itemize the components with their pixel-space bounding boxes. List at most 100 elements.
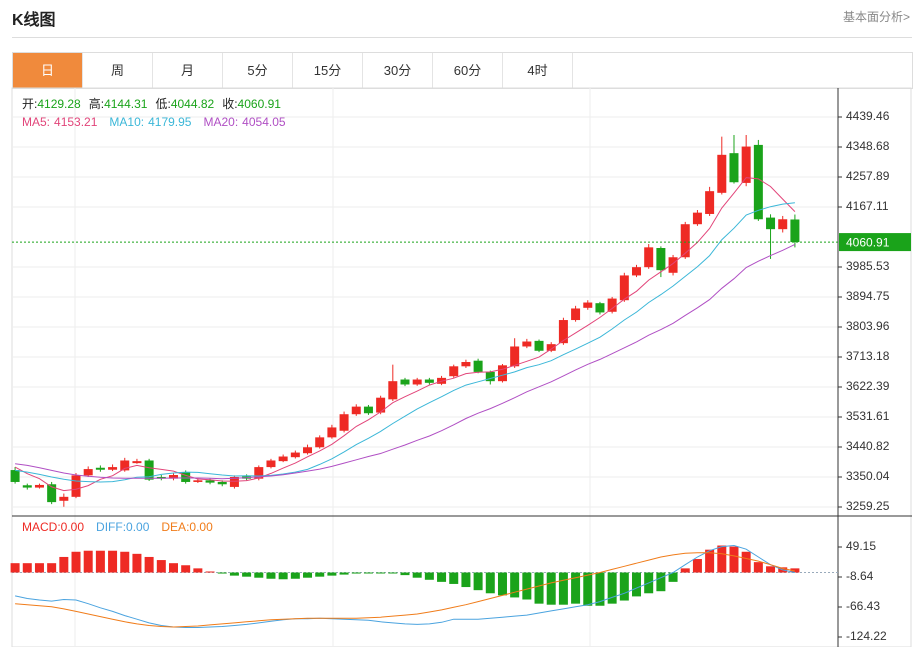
macd-bar: [278, 572, 288, 580]
ma-value: 4179.95: [148, 115, 192, 129]
macd-bar: [400, 572, 410, 576]
separator: [12, 37, 912, 38]
last-price-label: 4060.91: [846, 235, 890, 249]
candle-body: [168, 475, 178, 479]
candle-body: [692, 212, 702, 225]
macd-name: MACD:: [22, 520, 61, 534]
candle-body: [473, 360, 483, 372]
y-tick-label: -66.43: [846, 599, 880, 613]
macd-bar: [449, 572, 459, 584]
candle-body: [546, 344, 556, 351]
macd-bar: [242, 572, 252, 577]
candle-body: [327, 427, 337, 438]
ohlc-label: 低:: [155, 97, 170, 111]
candle-body: [108, 467, 118, 470]
period-tab[interactable]: 日: [13, 53, 83, 88]
period-tab[interactable]: 30分: [363, 53, 433, 88]
chart-frame: [11, 87, 912, 647]
macd-bar: [534, 572, 544, 604]
macd-bar: [363, 572, 373, 574]
ohlc-label: 收:: [222, 97, 237, 111]
macd-bar: [717, 545, 727, 573]
macd-bar: [34, 563, 44, 573]
y-tick-label: 3350.04: [846, 469, 890, 483]
period-tab[interactable]: 月: [153, 53, 223, 88]
macd-bar: [339, 572, 349, 575]
macd-bar: [790, 568, 800, 573]
candle-body: [400, 379, 410, 385]
macd-bar: [156, 560, 166, 573]
macd-bar: [83, 550, 93, 573]
ma-line: [15, 243, 796, 480]
ohlc-value: 4060.91: [238, 97, 282, 111]
candle-body: [680, 224, 690, 258]
candle-body: [424, 379, 434, 383]
macd-bar: [619, 572, 629, 601]
macd-value: 0.00: [61, 520, 85, 534]
macd-bar: [168, 563, 178, 573]
macd-bar: [437, 572, 447, 582]
macd-bar: [546, 572, 556, 605]
fundamental-link[interactable]: 基本面分析>: [842, 10, 910, 24]
macd-bar: [205, 571, 215, 573]
candle-body: [205, 480, 215, 483]
macd-bar: [753, 562, 763, 573]
candle-body: [254, 467, 264, 479]
macd-bar: [388, 572, 398, 574]
ohlc-value: 4144.31: [104, 97, 148, 111]
candle-body: [278, 456, 288, 462]
period-tab[interactable]: 周: [83, 53, 153, 88]
ma-legend: MA5: 4153.21 MA10: 4179.95 MA20: 4054.05: [22, 115, 286, 129]
macd-value: 0.00: [126, 520, 150, 534]
candle-body: [339, 414, 349, 431]
y-tick-label: -124.22: [846, 629, 887, 643]
macd-bar: [315, 572, 325, 577]
candle-body: [71, 475, 81, 497]
candle-body: [558, 320, 568, 344]
candle-body: [705, 191, 715, 214]
macd-name: DEA:: [161, 520, 189, 534]
period-tab[interactable]: 5分: [223, 53, 293, 88]
candle-body: [632, 267, 642, 276]
y-tick-label: 4439.46: [846, 109, 890, 123]
period-tab[interactable]: 15分: [293, 53, 363, 88]
ohlc-legend: 开:4129.28 高:4144.31 低:4044.82 收:4060.91: [22, 96, 281, 111]
macd-bar: [424, 572, 434, 580]
ohlc-label: 开:: [22, 97, 37, 111]
candle-body: [510, 346, 520, 367]
macd-bar: [632, 572, 642, 597]
y-tick-label: 3894.75: [846, 289, 890, 303]
macd-bar: [327, 572, 337, 576]
ma-value: 4054.05: [242, 115, 286, 129]
candle-body: [229, 477, 239, 487]
candle-body: [388, 381, 398, 400]
candle-body: [595, 303, 605, 313]
candle-body: [619, 275, 629, 301]
y-tick-label: -8.64: [846, 569, 874, 583]
y-tick-label: 49.15: [846, 539, 876, 553]
macd-bar: [144, 556, 154, 573]
candle-body: [571, 308, 581, 321]
macd-bar: [485, 572, 495, 594]
candle-body: [10, 470, 20, 482]
macd-bar: [668, 572, 678, 582]
macd-bar: [692, 559, 702, 573]
period-tab[interactable]: 60分: [433, 53, 503, 88]
ohlc-value: 4044.82: [171, 97, 215, 111]
period-tabs: 日周月 5分 15分 30分 60分 4时: [12, 52, 913, 89]
y-tick-label: 3622.39: [846, 379, 890, 393]
macd-bar: [412, 572, 422, 578]
candle-body: [181, 472, 191, 482]
period-tab[interactable]: 4时: [503, 53, 573, 88]
macd-bar: [290, 572, 300, 579]
ma-line: [14, 177, 796, 492]
macd-bar: [108, 550, 118, 573]
candle-body: [22, 485, 32, 488]
candle-body: [583, 302, 593, 308]
y-tick-label: 3803.96: [846, 319, 890, 333]
macd-bar: [217, 572, 227, 574]
candle-body: [120, 460, 130, 471]
macd-bar: [95, 550, 105, 573]
macd-bar: [473, 572, 483, 591]
